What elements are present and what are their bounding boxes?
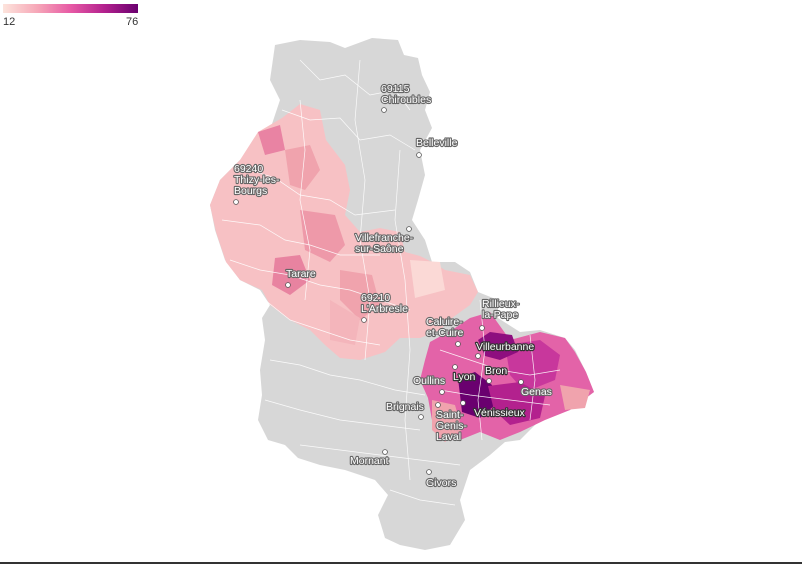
marker-brignais xyxy=(418,414,424,420)
region-east-edge xyxy=(560,385,590,410)
region-west-patch-1 xyxy=(285,145,320,190)
label-line: Chiroubles xyxy=(381,94,431,106)
label-rillieux: Rillieux-la-Pape xyxy=(482,298,520,321)
region-west xyxy=(210,104,478,360)
city-labels: 69115 Chiroubles Belleville 69240 Thizy-le… xyxy=(233,82,553,490)
label-brignais: Brignais xyxy=(386,401,424,413)
commune-borders xyxy=(221,59,561,506)
label-line: Vénissieux xyxy=(474,407,526,419)
legend-max-label: 76 xyxy=(126,16,139,28)
region-west-patch-5 xyxy=(330,300,360,345)
label-line: Givors xyxy=(426,477,456,489)
label-oullins: Oullins xyxy=(413,375,445,387)
label-saint-genis: Saint-Genis-Laval xyxy=(436,409,467,443)
label-line: Mornant xyxy=(350,455,389,467)
label-line: 69210 xyxy=(361,292,390,304)
marker-genas xyxy=(518,379,524,385)
label-line: Brignais xyxy=(386,401,424,413)
label-line: Bron xyxy=(485,365,507,377)
marker-caluire xyxy=(455,341,461,347)
label-belleville: Belleville xyxy=(416,137,458,149)
marker-tarare xyxy=(285,282,291,288)
marker-villefranche xyxy=(406,226,412,232)
label-venissieux: Vénissieux xyxy=(474,407,526,419)
region-west-patch-4 xyxy=(340,270,380,320)
label-villefranche: Villefranche-sur-Saône xyxy=(355,232,414,255)
marker-thizy xyxy=(233,199,239,205)
marker-oullins xyxy=(439,389,445,395)
legend-min-label: 12 xyxy=(3,16,16,28)
label-line: et-Cuire xyxy=(426,327,464,339)
marker-belleville xyxy=(416,152,422,158)
label-line: Laval xyxy=(436,431,461,443)
label-line: Rillieux- xyxy=(482,298,520,310)
marker-lyon xyxy=(452,364,458,370)
label-villeurbanne: Villeurbanne xyxy=(476,341,534,353)
label-line: la-Pape xyxy=(482,309,518,321)
region-west-patch-7 xyxy=(258,125,285,155)
label-thizy: 69240 Thizy-les-Bourgs xyxy=(234,163,280,197)
label-mornant: Mornant xyxy=(350,455,389,467)
marker-bron xyxy=(486,378,492,384)
region-lyon-east xyxy=(505,340,560,392)
label-lyon: Lyon xyxy=(453,371,476,383)
region-west-patch-6 xyxy=(410,260,445,298)
label-line: Tarare xyxy=(286,268,316,280)
label-line: Genis- xyxy=(436,420,467,432)
region-venissieux xyxy=(458,372,495,418)
label-line: Villeurbanne xyxy=(476,341,534,353)
marker-chiroubles xyxy=(381,107,387,113)
label-line: Genas xyxy=(521,386,552,398)
region-villeurbanne xyxy=(478,332,518,360)
label-line: 69115 xyxy=(381,83,410,95)
label-line: sur-Saône xyxy=(355,243,404,255)
label-line: Villefranche- xyxy=(355,232,414,244)
label-tarare: Tarare xyxy=(286,268,316,280)
label-line: 69240 xyxy=(234,163,263,175)
city-markers xyxy=(233,107,524,475)
label-line: L'Arbresle xyxy=(361,303,408,315)
label-chiroubles: 69115 Chiroubles xyxy=(381,83,431,106)
label-givors: Givors xyxy=(426,477,456,489)
label-genas: Genas xyxy=(521,386,552,398)
label-line: Belleville xyxy=(416,137,458,149)
color-legend: 12 76 xyxy=(0,0,142,32)
region-west-patch-2 xyxy=(300,210,345,262)
frame-bottom-line xyxy=(0,562,802,564)
label-line: Caluire- xyxy=(426,316,463,328)
legend-gradient-bar xyxy=(3,4,138,13)
label-bron: Bron xyxy=(485,365,507,377)
label-line: Bourgs xyxy=(234,185,267,197)
label-line: Lyon xyxy=(453,371,476,383)
label-caluire: Caluire-et-Cuire xyxy=(426,316,464,339)
label-line: Thizy-les- xyxy=(234,174,280,186)
marker-saint-genis xyxy=(435,402,441,408)
marker-rillieux xyxy=(479,325,485,331)
label-arbresle: 69210 L'Arbresle xyxy=(361,292,408,315)
label-line: Saint- xyxy=(436,409,464,421)
marker-arbresle xyxy=(361,317,367,323)
marker-villeurbanne xyxy=(475,353,481,359)
marker-givors xyxy=(426,469,432,475)
marker-mornant xyxy=(382,449,388,455)
label-line: Oullins xyxy=(413,375,445,387)
region-south-west-pink xyxy=(432,400,462,442)
marker-venissieux xyxy=(460,400,466,406)
